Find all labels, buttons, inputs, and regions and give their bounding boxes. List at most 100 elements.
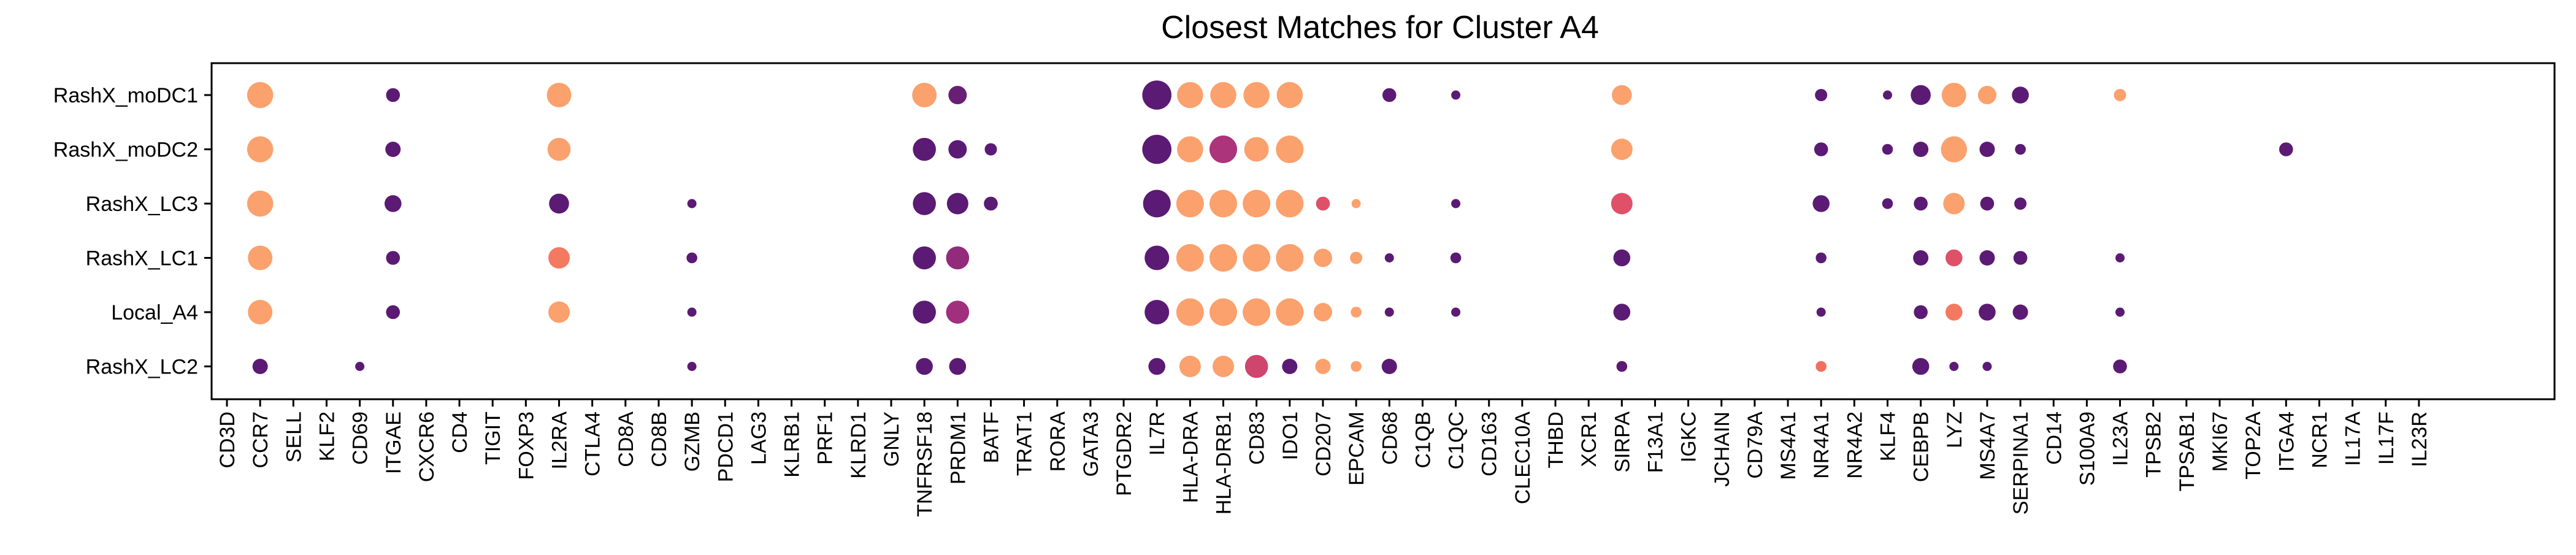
column-label: IL7R [1146,411,1169,456]
dot [1276,298,1304,326]
dot [1815,89,1828,101]
column-label: XCR1 [1577,411,1601,467]
dot [1144,300,1170,324]
column-label: ITGAE [382,411,405,474]
dot [1142,80,1171,110]
column-label: CXCR6 [415,411,439,482]
dot [946,193,968,215]
dot [1351,307,1362,318]
column-label: EPCAM [1345,411,1368,486]
dot [1914,305,1928,320]
column-label: PRF1 [814,411,837,465]
dot [687,362,697,371]
dot [1384,253,1394,262]
dot [1611,139,1633,160]
column-label: CEBPB [1910,411,1933,482]
dot [949,358,967,375]
column-label: C1QC [1445,411,1468,469]
dot [913,300,936,324]
dot [1209,136,1237,163]
column-ticks [226,399,2420,407]
dot [1611,193,1633,215]
column-label: CD69 [349,411,372,465]
dot [946,300,970,324]
dot [912,83,937,107]
dot [1912,358,1930,375]
dot [1176,189,1204,218]
dot [2114,89,2126,101]
dot [247,136,274,163]
column-label: GZMB [681,411,704,472]
column-label: NR4A2 [1843,411,1866,479]
dot [2014,197,2027,210]
column-label: PDCD1 [714,411,737,482]
dot [247,190,274,217]
dot [1882,144,1893,155]
column-label: IL2RA [548,411,572,470]
dot [1945,304,1963,321]
dot [385,142,401,157]
column-label: MS4A7 [1976,411,1999,480]
dot [1243,244,1271,272]
column-label: CD4 [448,411,472,453]
row-label: RashX_LC2 [86,356,198,379]
dot [946,246,970,270]
dot [1276,244,1304,272]
dot [1144,245,1170,270]
column-label: CLEC10A [1511,411,1535,505]
dot [2113,359,2127,373]
column-label: FOXP3 [515,411,538,480]
dot [1977,86,1996,104]
dot [984,143,997,156]
dot [1177,136,1203,163]
dot [1176,298,1204,326]
dot [1816,307,1826,317]
column-label: HLA-DRB1 [1213,411,1236,515]
dot [1244,137,1269,162]
dot [1616,361,1628,372]
dot [1882,198,1893,209]
dot [1979,304,1996,321]
dot [1949,362,1959,371]
column-label: BATF [979,411,1003,463]
dot [1209,189,1237,218]
column-label: TPSAB1 [2175,411,2199,491]
dot [2012,304,2028,320]
dot [355,362,365,371]
dot [1282,359,1298,374]
dot [1210,82,1236,109]
column-label: GATA3 [1079,411,1103,477]
column-label: CD79A [1744,411,1767,479]
column-label: ITGA4 [2275,411,2298,472]
dot [1382,88,1397,102]
column-label: KLRB1 [781,411,804,478]
dot [386,88,401,102]
column-label: TOP2A [2242,411,2265,480]
dot [913,192,936,215]
dot [1451,90,1461,100]
row-label: RashX_moDC1 [53,84,198,107]
dot [948,86,967,104]
dot [948,140,967,159]
column-label: RORA [1046,411,1070,472]
dot [1316,196,1330,211]
column-label: NCR1 [2308,411,2331,469]
column-label: IGKC [1677,411,1701,462]
column-label: IL23A [2109,411,2133,466]
dot [386,305,401,320]
dot [1209,298,1237,326]
column-label: TNFRSF18 [913,411,937,517]
column-label: PTGDR2 [1113,411,1136,496]
dot [1815,252,1827,264]
column-label: S100A9 [2076,411,2099,486]
dot [1350,251,1363,264]
column-label: CD68 [1378,411,1401,465]
dot [1914,196,1928,211]
dot [1243,189,1271,218]
plot-frame [210,62,2556,400]
dot [1982,362,1992,371]
column-label: CD163 [1478,411,1501,477]
row-labels: RashX_moDC1 RashX_moDC2 RashX_LC3 RashX_LC1… [53,84,198,379]
column-label: F13A1 [1644,411,1667,473]
